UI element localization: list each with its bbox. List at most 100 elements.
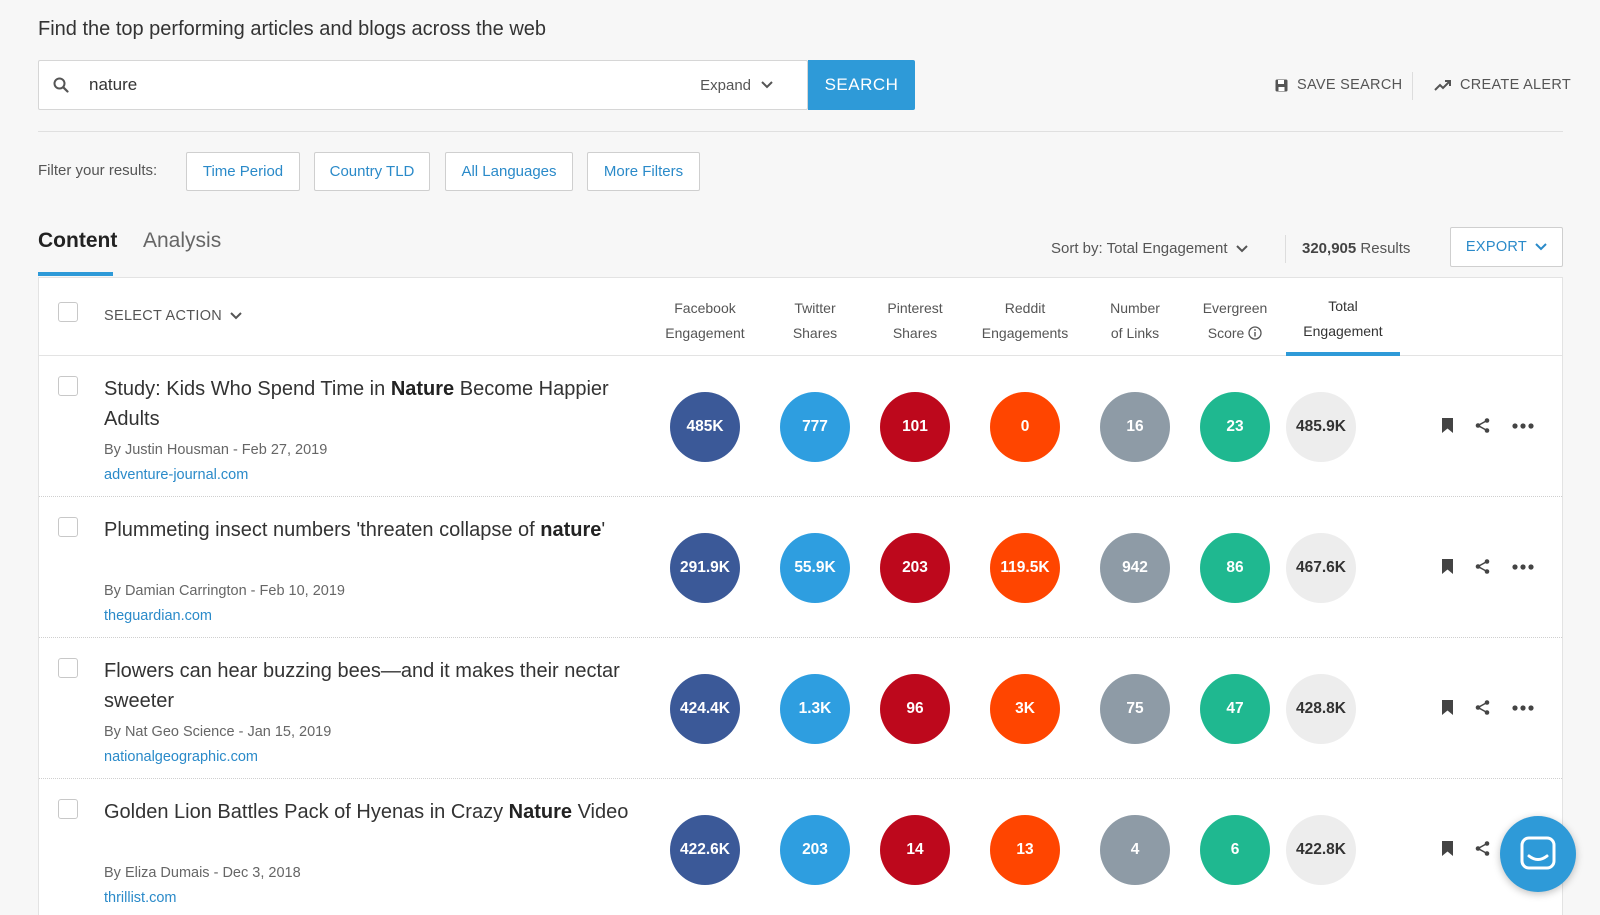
row-actions [1442, 841, 1534, 856]
metric-reddit-engagements: 119.5K [990, 533, 1060, 603]
article-meta: By Nat Geo Science - Jan 15, 2019 [104, 724, 332, 740]
table-row: Study: Kids Who Spend Time in Nature Bec… [39, 356, 1562, 497]
more-options-icon[interactable] [1512, 704, 1534, 711]
chat-icon [1520, 836, 1556, 870]
column-line2: Engagement [1303, 323, 1383, 339]
metric-evergreen-score: 86 [1200, 533, 1270, 603]
bookmark-icon[interactable] [1442, 559, 1453, 574]
metric-evergreen-score: 47 [1200, 674, 1270, 744]
sort-dropdown[interactable]: Sort by: Total Engagement [1051, 240, 1248, 257]
title-keyword: nature [540, 519, 602, 541]
title-text: ' [601, 519, 606, 541]
article-domain-link[interactable]: theguardian.com [104, 608, 213, 624]
table-row: Flowers can hear buzzing bees—and it mak… [39, 638, 1562, 779]
share-icon[interactable] [1475, 700, 1490, 715]
results-count: 320,905 Results [1302, 240, 1410, 257]
actions-divider [1412, 72, 1413, 100]
select-action-dropdown[interactable]: SELECT ACTION [104, 308, 242, 324]
metric-number-of-links: 16 [1100, 392, 1170, 462]
select-action-label: SELECT ACTION [104, 308, 223, 324]
title-text: Golden Lion Battles Pack of Hyenas in Cr… [104, 801, 509, 823]
row-checkbox[interactable] [58, 799, 78, 819]
create-alert-button[interactable]: CREATE ALERT [1434, 77, 1571, 93]
metric-number-of-links: 75 [1100, 674, 1170, 744]
metric-evergreen-score: 23 [1200, 392, 1270, 462]
chevron-down-icon [1535, 243, 1547, 251]
metric-facebook-engagement: 424.4K [670, 674, 740, 744]
bookmark-icon[interactable] [1442, 841, 1453, 856]
row-checkbox[interactable] [58, 658, 78, 678]
title-text: Flowers can hear buzzing bees—and it mak… [104, 660, 620, 712]
column-evergreen-score[interactable]: Evergreen Score [1180, 296, 1290, 346]
sort-label: Sort by: Total Engagement [1051, 240, 1228, 257]
bookmark-icon[interactable] [1442, 418, 1453, 433]
expand-dropdown[interactable]: Expand [700, 77, 773, 94]
chevron-down-icon [1235, 244, 1248, 252]
tab-content[interactable]: Content [38, 229, 118, 252]
column-pinterest-shares[interactable]: Pinterest Shares [860, 296, 970, 346]
sort-divider [1285, 235, 1286, 263]
metric-facebook-engagement: 422.6K [670, 815, 740, 885]
save-search-button[interactable]: SAVE SEARCH [1275, 77, 1402, 93]
search-box: Expand [38, 60, 808, 110]
chat-launcher-button[interactable] [1500, 816, 1576, 892]
info-icon[interactable] [1248, 326, 1262, 340]
metric-twitter-shares: 55.9K [780, 533, 850, 603]
column-line1: Pinterest [887, 300, 943, 316]
column-line2: Engagement [665, 325, 745, 341]
metric-reddit-engagements: 3K [990, 674, 1060, 744]
column-facebook-engagement[interactable]: Facebook Engagement [650, 296, 760, 346]
share-icon[interactable] [1475, 559, 1490, 574]
metric-pinterest-shares: 14 [880, 815, 950, 885]
column-line2: of Links [1110, 325, 1160, 341]
table-body: Study: Kids Who Spend Time in Nature Bec… [39, 356, 1562, 915]
article-title[interactable]: Golden Lion Battles Pack of Hyenas in Cr… [104, 797, 634, 827]
row-actions [1442, 418, 1534, 433]
column-line2: Score [1207, 325, 1245, 341]
filter-time-period[interactable]: Time Period [186, 152, 300, 191]
filter-country-tld[interactable]: Country TLD [314, 152, 430, 191]
metric-facebook-engagement: 485K [670, 392, 740, 462]
export-button[interactable]: EXPORT [1450, 227, 1563, 267]
metric-reddit-engagements: 13 [990, 815, 1060, 885]
page-headline: Find the top performing articles and blo… [38, 18, 547, 40]
article-domain-link[interactable]: adventure-journal.com [104, 467, 249, 483]
row-checkbox[interactable] [58, 376, 78, 396]
column-twitter-shares[interactable]: Twitter Shares [760, 296, 870, 346]
article-meta: By Eliza Dumais - Dec 3, 2018 [104, 865, 301, 881]
column-line1: Twitter [794, 300, 836, 316]
header-divider [38, 131, 1563, 132]
row-checkbox[interactable] [58, 517, 78, 537]
create-alert-label: CREATE ALERT [1460, 77, 1572, 93]
tab-analysis[interactable]: Analysis [143, 229, 222, 252]
column-line1: Total [1328, 298, 1358, 314]
save-icon [1275, 79, 1288, 91]
share-icon[interactable] [1475, 841, 1490, 856]
sorted-column-indicator [1286, 352, 1400, 356]
search-button[interactable]: SEARCH [808, 60, 915, 110]
export-label: EXPORT [1465, 239, 1528, 255]
column-total-engagement[interactable]: Total Engagement [1288, 294, 1398, 344]
article-domain-link[interactable]: nationalgeographic.com [104, 749, 258, 765]
column-reddit-engagements[interactable]: Reddit Engagements [970, 296, 1080, 346]
more-options-icon[interactable] [1512, 563, 1534, 570]
article-title[interactable]: Plummeting insect numbers 'threaten coll… [104, 515, 634, 545]
bookmark-icon[interactable] [1442, 700, 1453, 715]
article-title[interactable]: Study: Kids Who Spend Time in Nature Bec… [104, 374, 634, 434]
table-row: Golden Lion Battles Pack of Hyenas in Cr… [39, 779, 1562, 915]
title-text: Study: Kids Who Spend Time in [104, 378, 391, 400]
share-icon[interactable] [1475, 418, 1490, 433]
filter-more-filters[interactable]: More Filters [587, 152, 700, 191]
filter-all-languages[interactable]: All Languages [445, 152, 573, 191]
article-domain-link[interactable]: thrillist.com [104, 890, 177, 906]
article-title[interactable]: Flowers can hear buzzing bees—and it mak… [104, 656, 634, 716]
title-keyword: Nature [390, 378, 455, 400]
metric-reddit-engagements: 0 [990, 392, 1060, 462]
results-table: SELECT ACTION Facebook Engagement Twitter… [38, 277, 1563, 915]
search-icon [53, 77, 69, 93]
table-header: SELECT ACTION Facebook Engagement Twitter… [39, 278, 1562, 356]
more-options-icon[interactable] [1512, 422, 1534, 429]
column-number-of-links[interactable]: Number of Links [1080, 296, 1190, 346]
search-input[interactable] [89, 75, 701, 95]
select-all-checkbox[interactable] [58, 302, 78, 322]
